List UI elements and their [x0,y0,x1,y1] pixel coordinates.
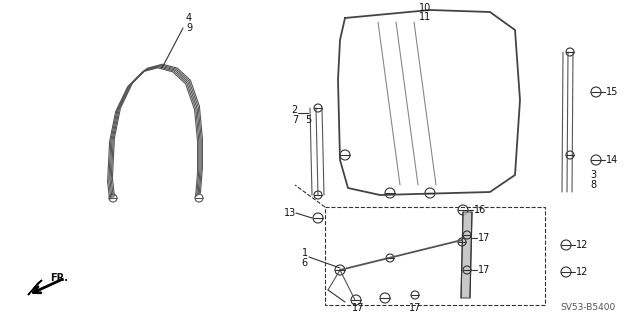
Text: 17: 17 [478,233,490,243]
Text: 14: 14 [606,155,618,165]
Polygon shape [28,280,42,295]
Text: 9: 9 [186,23,192,33]
Text: 3: 3 [590,170,596,180]
Text: 1: 1 [302,248,308,258]
Text: 2: 2 [292,105,298,115]
Text: 16: 16 [474,205,486,215]
Text: 7: 7 [292,115,298,125]
Text: 5: 5 [305,115,311,125]
Text: 17: 17 [478,265,490,275]
Text: 13: 13 [284,208,296,218]
Text: 12: 12 [576,240,588,250]
Text: FR.: FR. [50,273,68,283]
Text: 15: 15 [606,87,618,97]
Text: 6: 6 [302,258,308,268]
Text: 8: 8 [590,180,596,190]
Text: SV53-B5400: SV53-B5400 [560,303,615,313]
Text: 17: 17 [352,303,364,313]
Polygon shape [461,212,472,298]
Text: 4: 4 [186,13,192,23]
Text: 17: 17 [409,303,421,313]
Text: 12: 12 [576,267,588,277]
Bar [325,207,545,305]
Text: 10: 10 [419,3,431,13]
Text: 11: 11 [419,12,431,22]
